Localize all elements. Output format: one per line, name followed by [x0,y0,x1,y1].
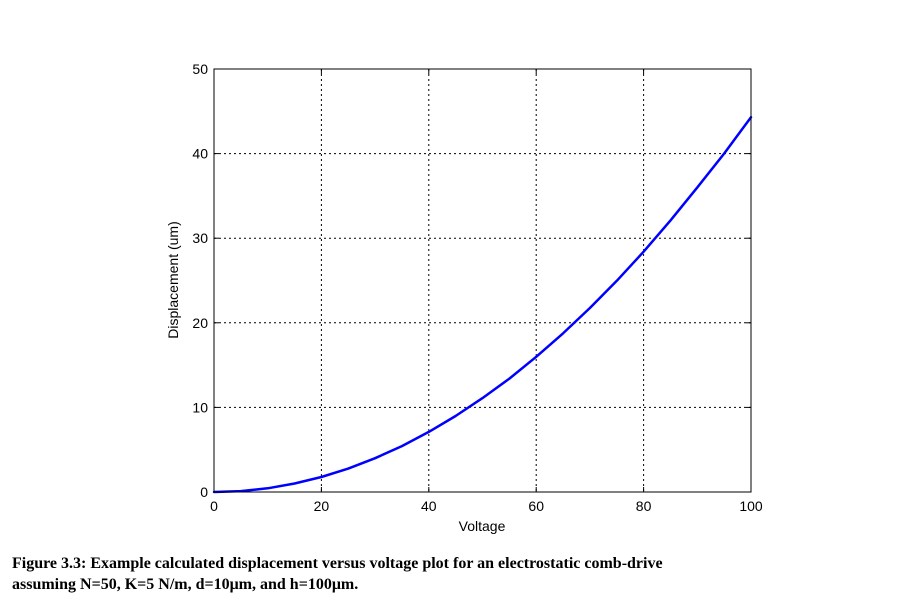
x-tick-label: 40 [421,498,437,514]
plot-frame [213,68,752,493]
y-tick-label: 50 [192,61,208,77]
caption-line-1: Figure 3.3: Example calculated displacem… [12,555,663,572]
caption-line-2: assuming N=50, K=5 N/m, d=10μm, and h=10… [12,576,359,593]
y-tick-label: 0 [200,484,208,500]
x-tick-label: 80 [636,498,652,514]
y-tick-label: 20 [192,315,208,331]
y-axis-label: Displacement (um) [165,221,181,338]
y-tick-label: 30 [192,230,208,246]
series-layer [212,115,753,494]
y-tick-label: 40 [192,146,208,162]
y-tick-label: 10 [192,399,208,415]
x-tick-label: 20 [314,498,330,514]
tick-labels: 0 20 40 60 80 100 0 10 20 30 40 50 [192,61,762,514]
series-line [212,115,753,494]
grid [214,69,751,492]
x-tick-label: 100 [739,498,763,514]
x-axis-label: Voltage [459,518,506,534]
chart: 0 20 40 60 80 100 0 10 20 30 40 50 Voltage Displace… [165,61,763,534]
x-tick-label: 60 [528,498,544,514]
figure-caption: Figure 3.3: Example calculated displacem… [12,553,912,595]
x-tick-label: 0 [210,498,218,514]
plot-area [214,69,751,492]
